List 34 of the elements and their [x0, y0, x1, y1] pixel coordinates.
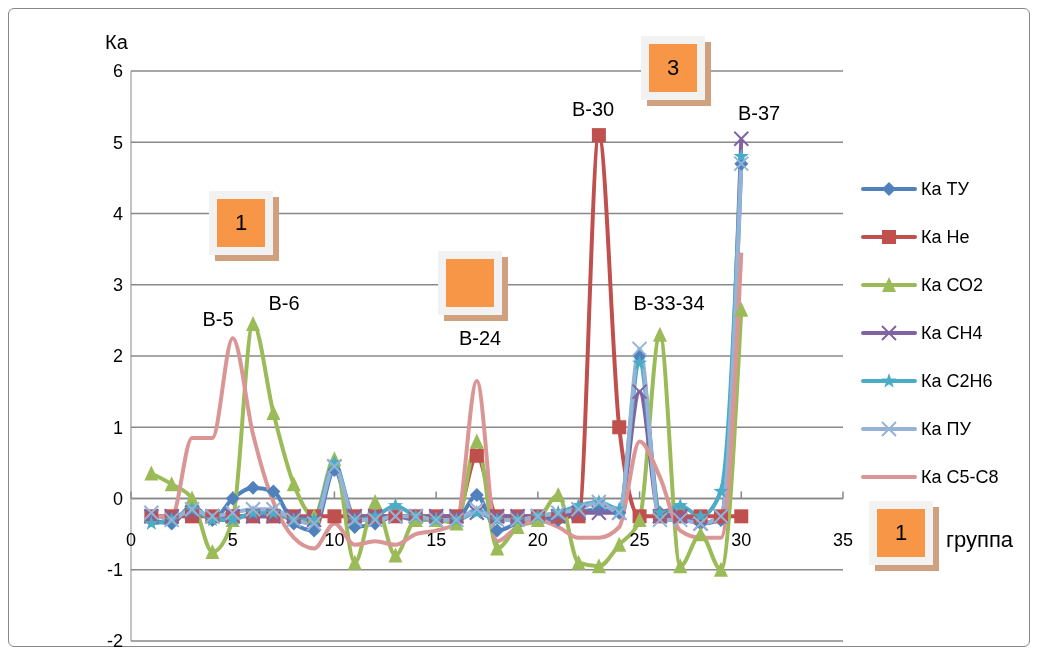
annotation: В-6: [268, 291, 300, 315]
x-tick-label: 10: [324, 530, 345, 551]
legend-label: Ка С5-С8: [921, 466, 999, 488]
legend-label: Ка СН4: [921, 322, 983, 344]
y-tick-label: 0: [112, 488, 123, 509]
legend-label: Ка СО2: [921, 274, 984, 296]
x-tick-label: 25: [629, 530, 650, 551]
y-tick-label: 4: [112, 203, 123, 224]
x-tick-label: 30: [731, 530, 752, 551]
annotation: В-33-34: [633, 291, 705, 315]
legend-label: Ка С2Н6: [921, 370, 993, 392]
annotation: В-5: [202, 307, 234, 331]
y-axis-title: Ка: [105, 31, 128, 54]
annotation: В-37: [737, 101, 781, 125]
y-tick-label: 2: [112, 346, 123, 367]
text: группа: [946, 527, 1014, 553]
annotation: 1: [217, 199, 265, 247]
x-tick-label: 35: [832, 530, 854, 551]
x-tick-label: 0: [125, 530, 137, 551]
y-tick-label: -1: [106, 560, 123, 581]
y-tick-label: 5: [112, 132, 123, 153]
legend-label: Ка ТУ: [921, 178, 969, 200]
y-tick-label: 1: [112, 417, 123, 438]
annotation: 3: [649, 44, 697, 92]
x-tick-label: 20: [527, 530, 548, 551]
legend-label: Ка ПУ: [921, 418, 971, 440]
legend-label: Ка Не: [921, 226, 970, 248]
y-tick-label: 3: [112, 275, 123, 296]
x-tick-label: 15: [426, 530, 447, 551]
annotation: В-30: [571, 97, 615, 121]
annotation: В-24: [458, 326, 502, 350]
y-tick-label: -2: [106, 631, 123, 652]
x-tick-label: 5: [227, 530, 238, 551]
y-tick-label: 6: [112, 61, 123, 82]
